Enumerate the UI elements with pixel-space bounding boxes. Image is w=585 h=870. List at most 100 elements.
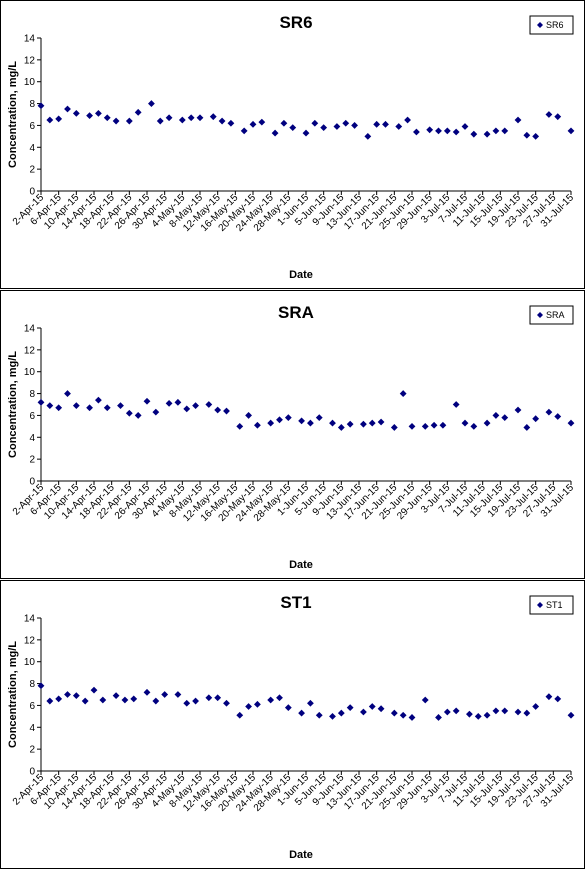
data-point — [271, 129, 279, 137]
data-point — [227, 119, 235, 127]
data-point — [342, 119, 350, 127]
data-point — [439, 421, 447, 429]
y-axis-label: Concentration, mg/L — [7, 641, 19, 748]
data-point — [95, 396, 102, 404]
chart-title: SR6 — [279, 13, 312, 32]
y-axis-label: Concentration, mg/L — [7, 61, 19, 168]
data-point — [307, 699, 314, 707]
y-tick-label: 2 — [29, 455, 35, 466]
data-point — [55, 404, 63, 412]
data-point — [346, 420, 354, 428]
y-tick-label: 4 — [29, 723, 35, 734]
data-point — [311, 119, 319, 127]
data-point — [125, 409, 133, 417]
data-point — [360, 708, 367, 716]
x-axis-label: Date — [289, 849, 313, 861]
data-point — [134, 108, 142, 116]
data-point — [99, 696, 107, 704]
data-point — [192, 402, 199, 409]
y-tick-label: 6 — [29, 121, 35, 132]
data-point — [103, 404, 111, 412]
data-point — [37, 682, 45, 690]
data-point — [276, 694, 283, 702]
data-point — [161, 691, 169, 698]
data-point — [165, 400, 173, 407]
data-point — [95, 110, 102, 117]
data-point — [223, 407, 230, 415]
data-point — [205, 401, 213, 408]
data-point — [351, 122, 358, 129]
y-tick-label: 2 — [29, 745, 35, 756]
legend: SRA — [529, 305, 574, 325]
data-point — [399, 711, 407, 719]
legend: ST1 — [529, 595, 574, 615]
data-point — [55, 115, 63, 123]
data-point — [377, 418, 385, 426]
data-point — [284, 704, 292, 712]
data-point — [408, 714, 416, 721]
data-point — [532, 703, 540, 710]
data-point — [430, 421, 438, 429]
data-point — [245, 703, 252, 710]
data-point — [112, 117, 120, 125]
legend-box — [529, 305, 574, 325]
data-point — [514, 406, 522, 414]
x-axis-label: Date — [289, 269, 313, 281]
x-axis-label: Date — [289, 559, 313, 571]
data-point — [236, 711, 244, 719]
data-point — [90, 686, 98, 694]
data-point — [443, 708, 451, 716]
data-point — [554, 113, 562, 121]
y-tick-label: 12 — [24, 635, 36, 646]
data-point — [174, 398, 182, 406]
data-point — [81, 697, 89, 705]
data-point — [86, 112, 93, 119]
data-point — [435, 127, 442, 135]
data-point — [72, 692, 80, 699]
y-tick-label: 12 — [24, 345, 36, 356]
chart-panel-sr6: SR6 0 2 4 6 8 10 12 14 2-Apr-15 6-Apr-15 10-Apr-15 1… — [0, 0, 585, 289]
data-point — [320, 124, 328, 132]
data-point — [364, 132, 372, 140]
y-tick-label: 14 — [24, 614, 36, 625]
data-point — [156, 117, 164, 125]
y-tick-label: 8 — [29, 679, 35, 690]
data-point — [289, 124, 297, 132]
data-point — [399, 390, 407, 397]
chart-panel-sra: SRA 0 2 4 6 8 10 12 14 2-Apr-15 6-Apr-15 10-Apr-15 1… — [0, 290, 585, 579]
data-point — [86, 404, 93, 412]
data-point — [452, 128, 460, 136]
data-point — [183, 699, 191, 707]
data-point — [501, 707, 509, 715]
data-point — [545, 693, 553, 701]
y-tick-label: 10 — [24, 367, 36, 378]
data-point — [373, 120, 381, 128]
data-point — [298, 709, 305, 717]
y-tick-label: 0 — [29, 477, 35, 488]
data-point — [452, 401, 460, 408]
chart-svg: SR6024681012142-Apr-156-Apr-1510-Apr-151… — [7, 13, 576, 281]
data-point — [276, 416, 283, 424]
data-point — [130, 695, 138, 703]
y-axis-label: Concentration, mg/L — [7, 351, 19, 458]
data-point — [214, 694, 222, 702]
data-point — [492, 412, 500, 419]
chart-title: SRA — [278, 303, 314, 322]
data-point — [501, 127, 509, 135]
data-point — [492, 127, 500, 135]
data-point — [187, 114, 195, 122]
data-point — [483, 419, 491, 427]
y-tick-label: 4 — [29, 433, 35, 444]
data-point — [337, 709, 345, 717]
data-point — [377, 705, 385, 713]
legend-marker — [537, 22, 543, 28]
data-point — [143, 688, 151, 696]
data-point — [254, 700, 261, 708]
data-point — [395, 123, 403, 130]
data-point — [413, 128, 420, 136]
data-point — [523, 709, 531, 717]
data-point — [333, 123, 341, 130]
data-point — [64, 390, 71, 397]
data-point — [443, 127, 451, 135]
data-point — [254, 421, 261, 429]
